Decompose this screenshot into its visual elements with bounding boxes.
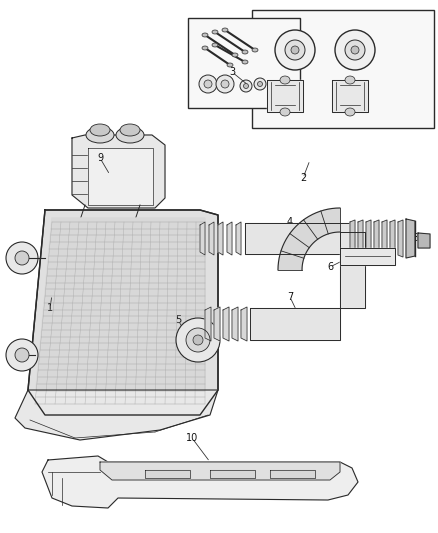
Text: 4: 4 xyxy=(287,217,293,227)
Ellipse shape xyxy=(285,40,305,60)
Ellipse shape xyxy=(252,48,258,52)
Polygon shape xyxy=(241,307,247,341)
Polygon shape xyxy=(374,220,379,257)
Ellipse shape xyxy=(242,60,248,64)
Ellipse shape xyxy=(15,251,29,265)
Polygon shape xyxy=(72,135,165,208)
Polygon shape xyxy=(28,210,218,415)
Polygon shape xyxy=(350,220,355,257)
Ellipse shape xyxy=(204,80,212,88)
Polygon shape xyxy=(15,390,218,440)
Polygon shape xyxy=(358,220,363,257)
Polygon shape xyxy=(145,470,190,478)
Text: 2: 2 xyxy=(300,173,306,183)
Polygon shape xyxy=(406,219,415,258)
Ellipse shape xyxy=(86,127,114,143)
Polygon shape xyxy=(250,308,340,340)
Polygon shape xyxy=(210,470,255,478)
Ellipse shape xyxy=(120,124,140,136)
Text: 10: 10 xyxy=(186,433,198,443)
Ellipse shape xyxy=(244,84,248,88)
Polygon shape xyxy=(209,222,214,255)
Polygon shape xyxy=(214,307,220,341)
Text: 6: 6 xyxy=(327,262,333,272)
Polygon shape xyxy=(42,456,358,508)
Ellipse shape xyxy=(258,82,262,86)
Ellipse shape xyxy=(345,108,355,116)
Polygon shape xyxy=(236,222,241,255)
Ellipse shape xyxy=(280,76,290,84)
Polygon shape xyxy=(200,222,205,255)
Text: 8: 8 xyxy=(412,233,418,243)
Ellipse shape xyxy=(227,63,233,67)
Bar xyxy=(188,18,300,108)
Ellipse shape xyxy=(199,75,217,93)
Ellipse shape xyxy=(186,328,210,352)
Polygon shape xyxy=(278,208,340,270)
Ellipse shape xyxy=(193,335,203,345)
Polygon shape xyxy=(205,307,211,341)
Text: 7: 7 xyxy=(287,292,293,302)
Polygon shape xyxy=(88,148,153,205)
Ellipse shape xyxy=(242,50,248,54)
Ellipse shape xyxy=(212,43,218,47)
Text: 3: 3 xyxy=(229,67,235,77)
Text: 1: 1 xyxy=(47,303,53,313)
Ellipse shape xyxy=(240,80,252,92)
Polygon shape xyxy=(232,307,238,341)
Text: 9: 9 xyxy=(97,153,103,163)
Ellipse shape xyxy=(254,78,266,90)
Polygon shape xyxy=(390,220,395,257)
Ellipse shape xyxy=(280,108,290,116)
Ellipse shape xyxy=(216,75,234,93)
Ellipse shape xyxy=(232,53,238,57)
Ellipse shape xyxy=(275,30,315,70)
Ellipse shape xyxy=(90,124,110,136)
Ellipse shape xyxy=(202,46,208,50)
Polygon shape xyxy=(382,220,387,257)
Ellipse shape xyxy=(15,348,29,362)
Polygon shape xyxy=(418,233,430,248)
Polygon shape xyxy=(366,220,371,257)
Ellipse shape xyxy=(291,46,299,54)
Ellipse shape xyxy=(176,318,220,362)
Ellipse shape xyxy=(222,28,228,32)
Polygon shape xyxy=(340,232,365,308)
Ellipse shape xyxy=(221,80,229,88)
Polygon shape xyxy=(332,80,368,112)
Polygon shape xyxy=(35,218,205,408)
Polygon shape xyxy=(398,220,403,257)
Polygon shape xyxy=(100,462,340,480)
Ellipse shape xyxy=(202,33,208,37)
Polygon shape xyxy=(223,307,229,341)
Polygon shape xyxy=(267,80,303,112)
Ellipse shape xyxy=(351,46,359,54)
Ellipse shape xyxy=(116,127,144,143)
Polygon shape xyxy=(340,248,395,265)
Ellipse shape xyxy=(345,40,365,60)
Ellipse shape xyxy=(6,242,38,274)
Ellipse shape xyxy=(6,339,38,371)
Polygon shape xyxy=(245,223,350,254)
Polygon shape xyxy=(227,222,232,255)
Bar xyxy=(252,10,434,128)
Ellipse shape xyxy=(212,30,218,34)
Polygon shape xyxy=(218,222,223,255)
Polygon shape xyxy=(270,470,315,478)
Ellipse shape xyxy=(345,76,355,84)
Ellipse shape xyxy=(335,30,375,70)
Text: 5: 5 xyxy=(175,315,181,325)
